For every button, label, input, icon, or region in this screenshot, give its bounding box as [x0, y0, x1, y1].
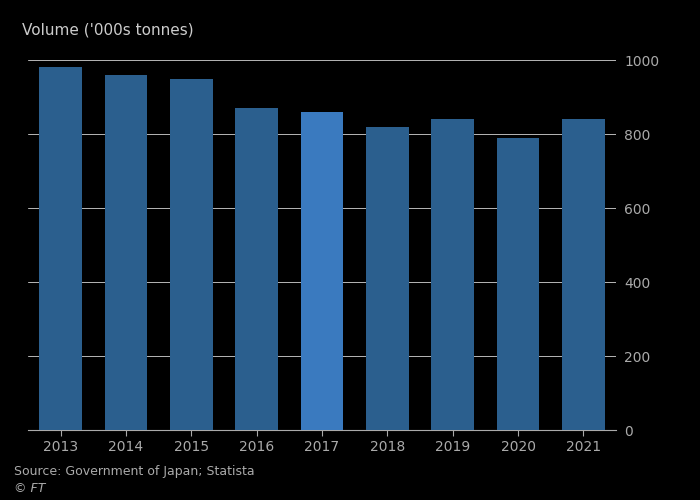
Text: © FT: © FT	[14, 482, 46, 496]
Bar	[39, 68, 82, 430]
Bar	[105, 75, 147, 430]
Text: Source: Government of Japan; Statista: Source: Government of Japan; Statista	[14, 465, 255, 478]
Bar	[366, 126, 409, 430]
Bar	[431, 119, 474, 430]
Text: Volume ('000s tonnes): Volume ('000s tonnes)	[22, 23, 194, 38]
Bar	[497, 138, 539, 430]
Bar	[235, 108, 278, 430]
Bar	[301, 112, 343, 430]
Bar	[562, 119, 605, 430]
Bar	[170, 78, 213, 430]
